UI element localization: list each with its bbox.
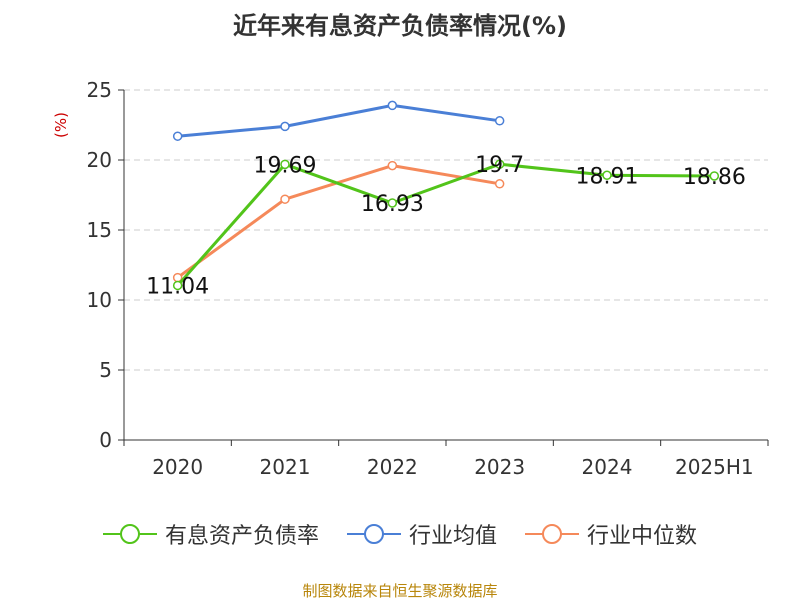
data-point	[494, 179, 505, 189]
data-label: 16.93	[361, 192, 424, 217]
grid-lines	[124, 89, 768, 371]
data-point	[172, 131, 183, 141]
legend: 有息资产负债率 行业均值 行业中位数	[0, 518, 800, 550]
data-label: 19.69	[254, 153, 317, 178]
legend-item-2: 行业中位数	[525, 518, 697, 550]
series-line-0	[176, 162, 715, 287]
y-tick-label: 25	[87, 78, 112, 102]
legend-marker-icon	[102, 524, 157, 544]
data-point	[280, 159, 290, 170]
data-point	[387, 100, 398, 111]
legend-label: 行业均值	[408, 524, 497, 549]
series-layer	[172, 100, 720, 291]
series-line-1	[177, 103, 500, 138]
data-label: 18.91	[576, 164, 639, 189]
data-point	[172, 280, 183, 291]
chart-title: 近年来有息资产负债率情况(%)	[233, 12, 567, 40]
data-point	[387, 198, 398, 208]
x-tick-label: 2022	[367, 455, 418, 479]
source-note: 制图数据来自恒生聚源数据库	[302, 582, 498, 600]
legend-marker-icon	[525, 524, 579, 544]
legend-label: 行业中位数	[587, 524, 698, 549]
y-tick-label: 0	[99, 428, 112, 452]
data-point	[709, 171, 720, 181]
data-label: 11.04	[146, 274, 209, 299]
data-point	[494, 159, 505, 169]
legend-item-1: 行业均值	[346, 518, 497, 550]
data-point	[387, 160, 398, 171]
data-point	[280, 121, 290, 132]
data-labels: 11.04 19.69 16.93 19.7 18.91 18.86	[146, 153, 746, 299]
axes: 0 5 10 15 20 25 2020 2021 2022 2023 2024 2025H1	[87, 78, 769, 479]
data-point	[494, 116, 505, 126]
data-point	[280, 194, 290, 204]
x-tick-label: 2024	[582, 455, 633, 479]
x-tick-label: 2023	[474, 455, 525, 479]
x-tick-label: 2025H1	[675, 455, 754, 479]
data-point	[602, 170, 612, 181]
y-tick-label: 15	[87, 218, 112, 242]
y-tick-label: 10	[87, 288, 112, 312]
legend-item-0: 有息资产负债率	[102, 518, 319, 550]
y-tick-label: 20	[87, 148, 112, 172]
data-label: 18.86	[683, 165, 746, 190]
data-label: 19.7	[475, 153, 524, 178]
y-axis-label: (%)	[52, 112, 70, 138]
legend-label: 有息资产负债率	[164, 524, 319, 549]
x-tick-label: 2021	[260, 455, 311, 479]
y-tick-label: 5	[99, 358, 112, 382]
x-tick-label: 2020	[152, 455, 203, 479]
legend-marker-icon	[346, 524, 401, 544]
